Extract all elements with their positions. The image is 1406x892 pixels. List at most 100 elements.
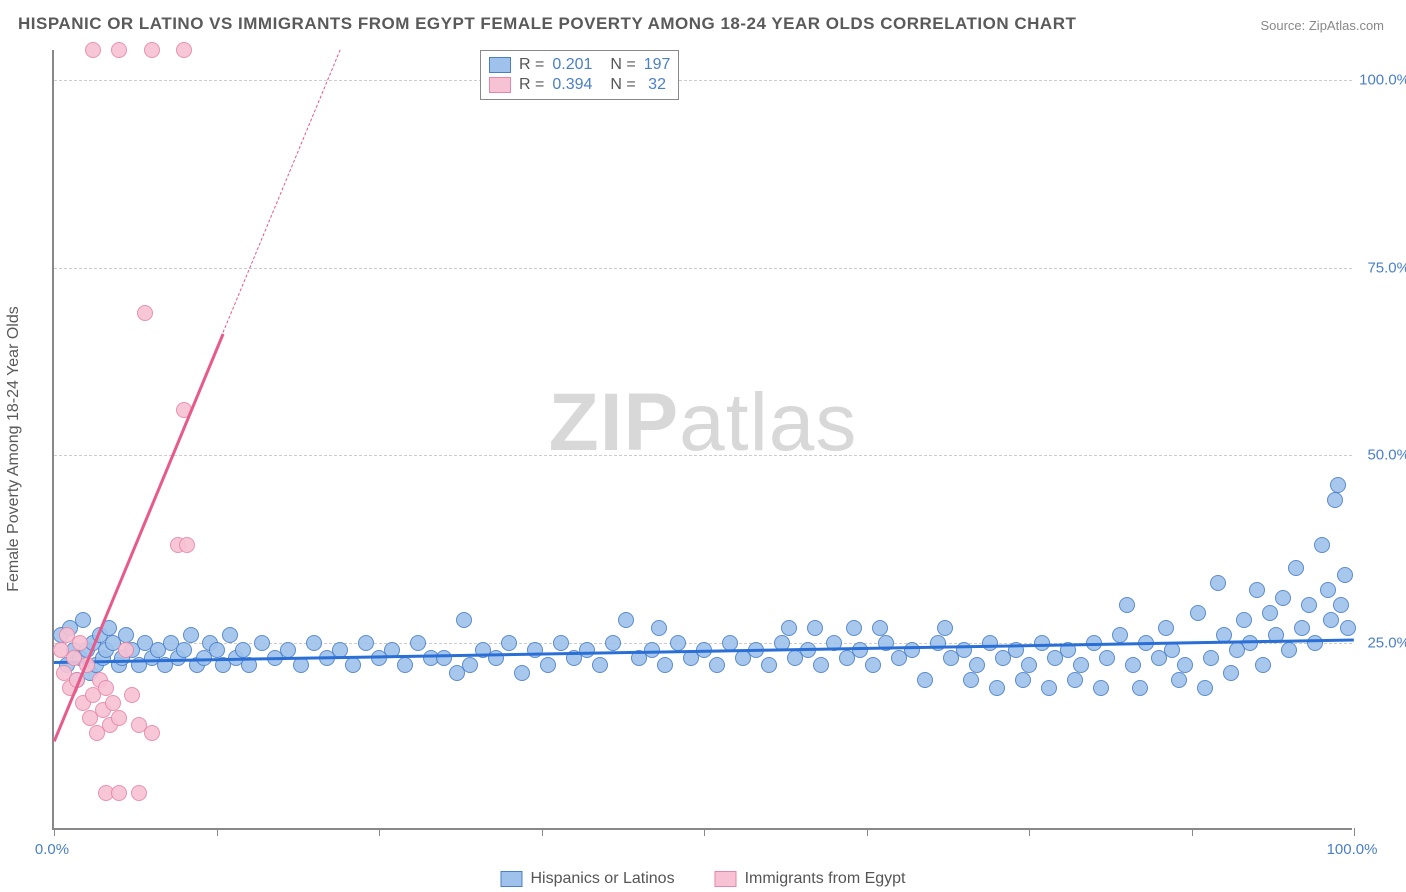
scatter-point	[131, 785, 147, 801]
scatter-point	[989, 680, 1005, 696]
legend-swatch	[715, 871, 737, 887]
scatter-point	[1210, 575, 1226, 591]
y-tick-label: 25.0%	[1367, 634, 1406, 651]
scatter-point	[124, 687, 140, 703]
scatter-point	[1119, 597, 1135, 613]
x-tick	[379, 828, 380, 836]
scatter-point	[1236, 612, 1252, 628]
legend-item: Hispanics or Latinos	[500, 870, 674, 888]
x-tick	[704, 828, 705, 836]
scatter-point	[105, 695, 121, 711]
scatter-point	[1333, 597, 1349, 613]
scatter-point	[813, 657, 829, 673]
scatter-point	[111, 785, 127, 801]
scatter-point	[1337, 567, 1353, 583]
scatter-point	[1015, 672, 1031, 688]
scatter-point	[1281, 642, 1297, 658]
scatter-point	[937, 620, 953, 636]
n-label: N =	[610, 76, 635, 94]
legend-swatch	[489, 77, 511, 93]
scatter-point	[436, 650, 452, 666]
x-tick	[542, 828, 543, 836]
scatter-point	[657, 657, 673, 673]
legend-label: Hispanics or Latinos	[530, 870, 674, 888]
scatter-point	[111, 42, 127, 58]
scatter-point	[176, 642, 192, 658]
scatter-point	[722, 635, 738, 651]
chart-title: HISPANIC OR LATINO VS IMMIGRANTS FROM EG…	[18, 14, 1076, 34]
scatter-point	[872, 620, 888, 636]
scatter-point	[1021, 657, 1037, 673]
scatter-point	[1158, 620, 1174, 636]
scatter-point	[1262, 605, 1278, 621]
scatter-point	[410, 635, 426, 651]
scatter-point	[1034, 635, 1050, 651]
r-value: 0.394	[552, 76, 592, 94]
stats-legend-row: R = 0.394 N = 32	[489, 75, 670, 95]
source-attribution: Source: ZipAtlas.com	[1260, 18, 1384, 33]
scatter-point	[1171, 672, 1187, 688]
scatter-point	[1307, 635, 1323, 651]
scatter-point	[540, 657, 556, 673]
scatter-point	[137, 305, 153, 321]
scatter-point	[969, 657, 985, 673]
scatter-point	[98, 680, 114, 696]
scatter-point	[807, 620, 823, 636]
gridline-h	[54, 80, 1352, 81]
scatter-point	[254, 635, 270, 651]
scatter-point	[579, 642, 595, 658]
scatter-point	[917, 672, 933, 688]
x-tick	[1029, 828, 1030, 836]
y-tick-label: 50.0%	[1367, 447, 1406, 464]
scatter-point	[527, 642, 543, 658]
x-tick	[1354, 828, 1355, 836]
scatter-point	[144, 725, 160, 741]
scatter-point	[209, 642, 225, 658]
scatter-point	[761, 657, 777, 673]
scatter-point	[293, 657, 309, 673]
bottom-legend: Hispanics or Latinos Immigrants from Egyp…	[500, 870, 905, 888]
scatter-point	[963, 672, 979, 688]
scatter-point	[1197, 680, 1213, 696]
scatter-point	[118, 627, 134, 643]
scatter-point	[488, 650, 504, 666]
n-label: N =	[610, 56, 635, 74]
scatter-point	[1073, 657, 1089, 673]
scatter-point	[1294, 620, 1310, 636]
scatter-point	[72, 635, 88, 651]
scatter-point	[118, 642, 134, 658]
scatter-point	[651, 620, 667, 636]
scatter-point	[462, 657, 478, 673]
scatter-point	[1249, 582, 1265, 598]
scatter-point	[1330, 477, 1346, 493]
y-tick-label: 75.0%	[1367, 259, 1406, 276]
scatter-point	[1132, 680, 1148, 696]
scatter-point	[144, 42, 160, 58]
r-label: R =	[519, 76, 544, 94]
x-tick	[54, 828, 55, 836]
scatter-point	[1164, 642, 1180, 658]
plot-area: ZIPatlas 25.0%50.0%75.0%100.0%	[52, 50, 1352, 830]
scatter-point	[176, 42, 192, 58]
scatter-point	[852, 642, 868, 658]
scatter-point	[709, 657, 725, 673]
scatter-point	[1190, 605, 1206, 621]
scatter-point	[1223, 665, 1239, 681]
gridline-h	[54, 455, 1352, 456]
watermark: ZIPatlas	[549, 376, 858, 470]
scatter-point	[1112, 627, 1128, 643]
scatter-point	[179, 537, 195, 553]
scatter-point	[982, 635, 998, 651]
scatter-point	[670, 635, 686, 651]
scatter-point	[345, 657, 361, 673]
x-tick	[1192, 828, 1193, 836]
x-tick-label: 100.0%	[1327, 841, 1378, 858]
scatter-point	[1314, 537, 1330, 553]
scatter-point	[1275, 590, 1291, 606]
legend-label: Immigrants from Egypt	[745, 870, 906, 888]
scatter-point	[1099, 650, 1115, 666]
x-tick	[867, 828, 868, 836]
n-value: 32	[644, 76, 666, 94]
scatter-point	[1327, 492, 1343, 508]
scatter-point	[1301, 597, 1317, 613]
